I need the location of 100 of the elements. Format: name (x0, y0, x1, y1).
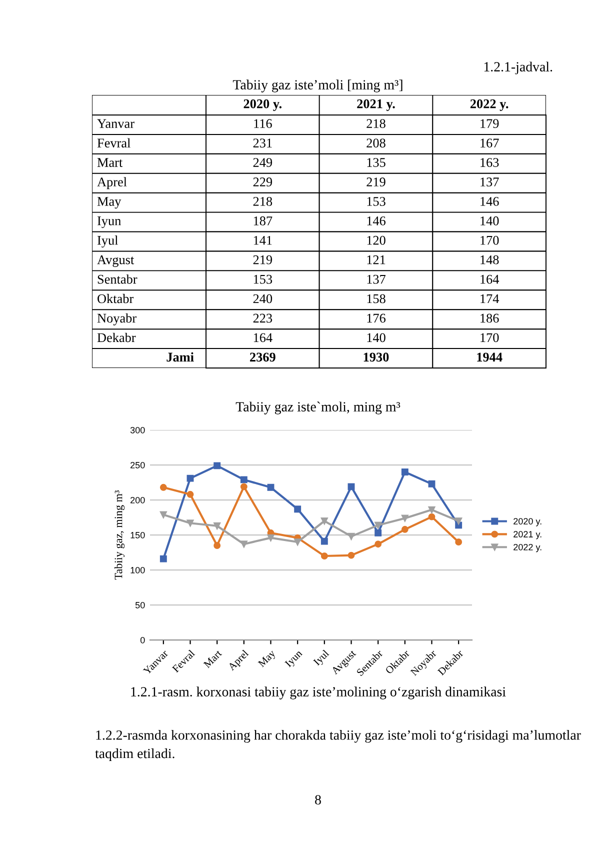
y-tick-label: Noyabr (97, 313, 136, 326)
point (186, 520, 194, 527)
chart-title: Tabiiy gaz iste`moli, ming m³ (236, 402, 400, 414)
y-tick-label: 250 (130, 462, 145, 468)
point (320, 518, 328, 524)
y-tick-label: Fevral (97, 138, 130, 148)
text: 1.2.2-rasmda korxonasining har chorakda tabiiy gaz iste’moli to‘g‘risidagi ma’lumotlar taqdim etiladi. (95, 730, 581, 762)
data-label: 218 (366, 119, 386, 128)
point (186, 474, 194, 482)
point (374, 522, 382, 529)
data-label: 167 (480, 138, 499, 148)
point (401, 526, 408, 533)
data-label: 170 (480, 333, 499, 342)
y-tick-label: Oktabr (98, 294, 134, 304)
data-label: 137 (367, 274, 386, 284)
x-tick-label: 2020 y. (244, 99, 282, 111)
x-tick-label: Iyun (284, 649, 304, 669)
data-label: 223 (253, 314, 272, 323)
x-tick-label: 2022 y. (470, 99, 508, 111)
data-label: 164 (480, 274, 500, 284)
text: 1.2.1-jadval. (484, 62, 552, 74)
point (348, 532, 355, 540)
data-label: 229 (253, 178, 272, 186)
point (348, 483, 355, 490)
data-label: 121 (367, 255, 386, 264)
data-label: 231 (253, 138, 272, 148)
point (428, 506, 436, 514)
point (428, 480, 436, 488)
point (160, 555, 167, 562)
data-label: 153 (367, 197, 386, 206)
y-tick-label: Mart (97, 158, 123, 167)
point (348, 552, 355, 559)
y-tick-label: 50 (135, 602, 145, 608)
y-tick-label: Iyun (97, 216, 121, 228)
y-tick-label: Aprel (97, 177, 127, 190)
data-label: 208 (366, 138, 386, 148)
chart-title: Tabiiy gaz iste’moli [ming m³] (232, 80, 402, 92)
y-axis-title: Tabiiy gaz, ming m³ (114, 490, 125, 580)
data-label: 187 (254, 216, 272, 226)
point (374, 540, 382, 548)
text: 8 (315, 795, 321, 804)
point (294, 506, 302, 513)
y-tick-label: 100 (130, 566, 145, 574)
point (374, 529, 382, 536)
data-label: 153 (254, 274, 272, 284)
data-label: 1944 (477, 352, 502, 362)
data-label: 140 (367, 333, 386, 342)
data-label: 174 (480, 294, 500, 304)
point (240, 483, 248, 490)
data-label: 219 (366, 178, 386, 186)
point (214, 462, 221, 470)
point (401, 468, 408, 476)
data-label: 137 (480, 178, 499, 186)
data-label: 120 (367, 236, 386, 245)
y-tick-label: Avgust (97, 255, 134, 267)
point (267, 534, 274, 542)
point (186, 490, 194, 498)
point (240, 476, 248, 484)
y-tick-label: 300 (130, 426, 145, 434)
point (455, 518, 462, 524)
data-label: 249 (253, 158, 272, 167)
data-label: 179 (480, 119, 499, 128)
point (320, 538, 328, 545)
data-label: 170 (480, 236, 499, 245)
point (214, 522, 221, 530)
y-tick-label: 200 (130, 496, 145, 504)
point (294, 538, 302, 546)
x-tick-label: Mart (203, 649, 222, 668)
point (240, 540, 248, 548)
data-label: 146 (367, 216, 386, 226)
y-tick-label: Yanvar (97, 119, 134, 128)
point (455, 538, 462, 546)
data-label: 164 (254, 333, 272, 342)
point (428, 513, 436, 520)
y-tick-label: Sentabr (98, 274, 138, 284)
point (160, 484, 167, 491)
data-label: 1930 (364, 352, 389, 362)
x-tick-label: May (258, 649, 278, 669)
x-tick-label: 2021 y. (357, 99, 395, 111)
data-label: 218 (253, 196, 272, 206)
y-tick-label: Dekabr (97, 332, 136, 342)
data-label: 2369 (250, 352, 276, 362)
y-tick-label: Iyul (97, 236, 118, 248)
data-label: 186 (480, 314, 499, 323)
data-label: 176 (367, 314, 386, 323)
legend-label: 2021 y. (514, 531, 542, 540)
data-label: 141 (254, 236, 272, 245)
y-tick-label: May (97, 197, 122, 209)
data-label: 158 (367, 294, 386, 304)
legend-label: 2022 y. (514, 544, 542, 552)
point (320, 552, 328, 560)
data-label: 146 (480, 197, 499, 206)
data-label: 116 (254, 119, 272, 128)
data-label: 240 (253, 294, 272, 304)
x-tick-label: Iyul (312, 649, 331, 668)
point (214, 542, 221, 549)
point (267, 484, 274, 491)
data-label: 135 (367, 158, 386, 167)
data-label: 140 (480, 216, 499, 226)
text: 1.2.1-rasm. korxonasi tabiiy gaz iste’molining o‘zgarish dinamikasi (131, 686, 506, 700)
